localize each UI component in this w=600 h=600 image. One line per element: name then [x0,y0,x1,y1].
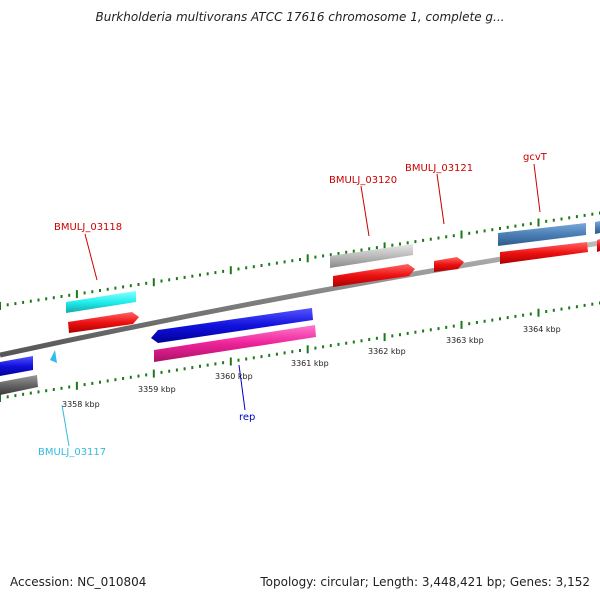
upper-tick-track [0,211,600,310]
cds-bmulj-03121[interactable] [434,257,464,272]
gene-label-bmulj-03120[interactable]: BMULJ_03120 [329,175,397,186]
kbp-label-3361: 3361 kbp [291,359,329,368]
gene-bmulj-03117-blue[interactable] [0,356,33,376]
kbp-label-3359: 3359 kbp [138,385,176,394]
gene-rep-blue[interactable] [151,308,313,343]
kbp-label-3364: 3364 kbp [523,325,561,334]
kbp-label-3358: 3358 kbp [62,400,100,409]
kbp-coordinate-labels: 3358 kbp 3359 kbp 3360 kbp 3361 kbp 3362… [62,325,561,409]
gene-label-bmulj-03118[interactable]: BMULJ_03118 [54,222,122,233]
lower-tick-track [0,301,600,402]
gene-bmulj-03120-gray[interactable] [330,244,413,268]
gene-label-rep[interactable]: rep [239,412,255,423]
kbp-label-3363: 3363 kbp [446,336,484,345]
cds-bmulj-03118[interactable] [68,312,139,333]
gene-label-gcvt[interactable]: gcvT [523,152,548,163]
cds-bmulj-03120[interactable] [333,264,415,287]
cds-gcvt[interactable] [500,242,588,264]
map-title: Burkholderia multivorans ATCC 17616 chro… [95,10,505,24]
accession-text: Accession: NC_010804 [10,575,147,589]
kbp-label-3362: 3362 kbp [368,347,406,356]
gene-bmulj-03117-darkgray[interactable] [0,375,38,395]
leader-lines [61,163,541,447]
gene-next-steel[interactable] [595,221,600,234]
gene-bmulj-03118-cyan[interactable] [66,291,136,313]
gene-label-bmulj-03121[interactable]: BMULJ_03121 [405,163,473,174]
gene-label-bmulj-03117[interactable]: BMULJ_03117 [38,447,106,458]
kbp-label-3360: 3360 kbp [215,372,253,381]
cds-rep-pink[interactable] [154,325,316,362]
gene-gcvt-steel[interactable] [498,223,586,246]
genome-summary-text: Topology: circular; Length: 3,448,421 bp… [260,575,590,589]
cds-next[interactable] [597,239,600,252]
small-cyan-marker[interactable] [50,350,57,363]
gene-labels: BMULJ_03117 BMULJ_03118 BMULJ_03120 BMUL… [38,152,548,458]
